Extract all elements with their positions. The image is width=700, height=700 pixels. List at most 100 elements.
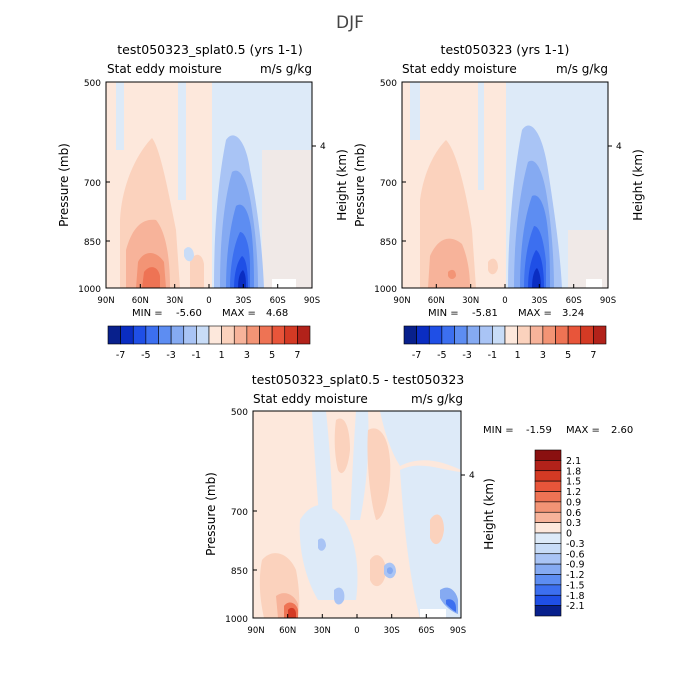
panel-3-xtick-label: 30S <box>384 626 400 636</box>
panel-2-xtick-marks <box>401 284 609 288</box>
panel-3-missing <box>420 609 446 618</box>
panel-3-field <box>253 411 461 618</box>
panel-3-min-label: MIN = <box>483 425 514 436</box>
panel-1-colorbar-label: 3 <box>244 350 250 361</box>
panel-3-colorbar-box <box>534 460 562 472</box>
panel-3-xtick-label: 0 <box>354 626 359 636</box>
panel-1-height-tick-label: 4 <box>320 142 326 152</box>
panel-2-title: test050323 (yrs 1-1) <box>441 42 570 57</box>
panel-2-colorbar-box <box>403 325 417 345</box>
panel-3-colorbar-box <box>534 563 562 575</box>
panel-3-ylabel-right: Height (km) <box>482 478 496 549</box>
panel-3-subtitle-right: m/s g/kg <box>411 392 463 406</box>
panel-3-colorbar: 2.11.81.51.20.90.60.30-0.3-0.6-0.9-1.2-1… <box>534 449 585 617</box>
panel-3-colorbar-box <box>534 470 562 482</box>
panel-1-missing <box>272 279 296 288</box>
panel-2-max-value: 3.24 <box>562 308 584 319</box>
panel-1-subtitle-right: m/s g/kg <box>260 62 312 76</box>
panel-2-colorbar-box <box>555 325 569 345</box>
panel-2-colorbar-box <box>580 325 594 345</box>
panel-1-colorbar-box <box>233 325 248 345</box>
panel-3-colorbar-label: 0.9 <box>566 497 581 508</box>
panel-3-colorbar-label: 1.5 <box>566 477 581 488</box>
panel-2-colorbar-box <box>454 325 468 345</box>
panel-1-ytick-marks <box>106 81 316 289</box>
panel-2-colorbar-box <box>416 325 430 345</box>
panel-2-xtick-label: 30N <box>462 296 479 306</box>
panel-1-colorbar-label: 5 <box>269 350 275 361</box>
panel-2-ytick-label: 850 <box>380 238 397 248</box>
panel-1-field <box>106 82 312 288</box>
panel-3: test050323_splat0.5 - test050323 Stat ed… <box>204 372 633 636</box>
panel-3-colorbar-box <box>534 501 562 513</box>
panel-1-colorbar-box <box>145 325 159 345</box>
panel-1-colorbar-label: -5 <box>141 350 150 361</box>
panel-1-colorbar-box <box>246 325 260 345</box>
panel-3-red-patch-6 <box>430 514 444 545</box>
panel-2-colorbar-label: 5 <box>565 350 571 361</box>
panel-3-colorbar-label: -1.2 <box>566 570 585 581</box>
panel-1-colorbar-box <box>170 325 185 345</box>
panel-3-xtick-label: 30N <box>314 626 331 636</box>
panel-1-title: test050323_splat0.5 (yrs 1-1) <box>117 42 303 57</box>
panel-3-blue-top-right <box>380 411 461 470</box>
panel-1-red-contour-4 <box>142 267 160 288</box>
panel-2-colorbar-box <box>529 325 544 345</box>
panel-1-colorbar-box <box>196 325 210 345</box>
panel-3-colorbar-box <box>534 574 562 586</box>
panel-3-xtick-label: 60S <box>418 626 434 636</box>
panel-2-subtitle-right: m/s g/kg <box>556 62 608 76</box>
panel-3-red-core-2 <box>288 607 296 618</box>
panel-1-colorbar-box <box>132 325 147 345</box>
panel-2-red-spot <box>448 269 456 279</box>
panel-3-colorbar-label: 1.8 <box>566 466 581 477</box>
panel-2-red-contour-2 <box>428 238 470 288</box>
panel-1-colorbar-box <box>259 325 273 345</box>
panel-1-colorbar-label: 7 <box>294 350 300 361</box>
panel-3-colorbar-box <box>534 449 562 461</box>
panel-1-min-value: -5.60 <box>176 308 202 319</box>
panel-3-xtick-label: 90N <box>247 626 264 636</box>
panel-1-notch <box>116 82 124 150</box>
panel-1-xtick-label: 60S <box>270 296 286 306</box>
panel-1-ytick-label: 1000 <box>78 285 101 295</box>
panel-3-colorbar-label: -1.8 <box>566 591 585 602</box>
panel-3-xtick-label: 90S <box>450 626 466 636</box>
panel-1-colorbar-box <box>208 325 222 345</box>
panel-3-colorbar-label: -0.6 <box>566 549 585 560</box>
panel-2-band-sh <box>568 230 608 288</box>
panel-3-title: test050323_splat0.5 - test050323 <box>252 372 465 387</box>
panel-2-xtick-label: 60S <box>566 296 582 306</box>
panel-1-ytick-label: 500 <box>84 79 101 89</box>
panel-1-ytick-label: 700 <box>84 179 101 189</box>
panel-3-colorbar-label: -1.5 <box>566 580 585 591</box>
panel-2-colorbar-box <box>504 325 518 345</box>
panel-2-ytick-label: 1000 <box>374 285 397 295</box>
panel-2-xtick-label: 0 <box>502 296 507 306</box>
panel-1-colorbar-box <box>271 325 286 345</box>
panel-2-missing <box>586 279 602 288</box>
panel-1-ylabel-right: Height (km) <box>335 149 349 220</box>
panel-3-blue-spot-3 <box>334 587 345 605</box>
panel-3-colorbar-label: 0 <box>566 529 572 540</box>
panel-2-blue-contour-6 <box>532 268 541 288</box>
panel-3-xtick-marks <box>252 614 462 618</box>
panel-3-red-patch-1 <box>367 428 391 520</box>
panel-3-blue-spot-2 <box>387 567 393 575</box>
panel-1-xtick-label: 60N <box>132 296 149 306</box>
panel-1-red-contour-5 <box>190 254 204 288</box>
panel-2-colorbar-box <box>492 325 506 345</box>
panel-1-subtitle-left: Stat eddy moisture <box>107 62 222 76</box>
panel-2-colorbar-box <box>479 325 493 345</box>
panel-3-xtick-label: 60N <box>279 626 296 636</box>
panel-2-colorbar-label: -1 <box>488 350 497 361</box>
panel-3-colorbar-box <box>534 543 562 555</box>
panel-3-red-patch-2 <box>334 418 350 474</box>
panel-2-colorbar: -7 -5 -3 -1 1 3 5 7 <box>403 325 607 361</box>
panel-1-colorbar-box <box>284 325 298 345</box>
panel-3-colorbar-box <box>534 511 562 523</box>
panel-1-ylabel: Pressure (mb) <box>57 143 71 227</box>
panel-1-xtick-label: 30S <box>235 296 251 306</box>
panel-2-xtick-label: 90S <box>600 296 616 306</box>
panel-2-colorbar-box <box>466 325 481 345</box>
